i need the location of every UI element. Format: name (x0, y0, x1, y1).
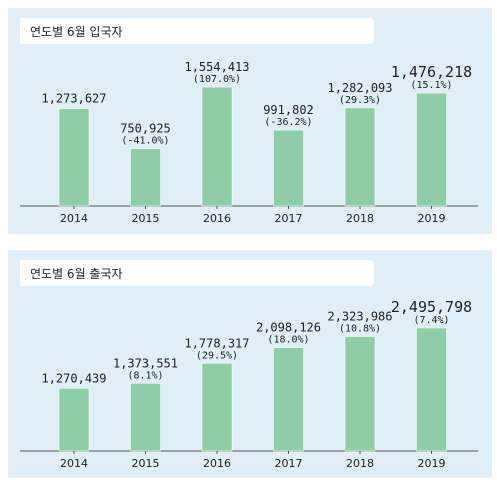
value-label: 1,476,218 (391, 63, 472, 81)
x-tick-label: 2017 (275, 212, 303, 225)
x-tick-label: 2014 (60, 212, 88, 225)
value-label: 1,282,093 (327, 81, 392, 95)
change-label: (-36.2%) (264, 117, 312, 128)
x-tick-label: 2016 (203, 212, 231, 225)
entries-chart-panel: 연도별 6월 입국자 2014 1,273,627 2015 (-41.0%) 750,… (8, 8, 492, 234)
value-label: 1,273,627 (41, 92, 106, 106)
bar (273, 347, 304, 452)
bar (344, 336, 376, 452)
x-tick-label: 2016 (203, 457, 231, 470)
x-tick-label: 2019 (418, 457, 446, 470)
change-label: (7.4%) (413, 315, 449, 326)
departures-chart-panel: 연도별 6월 출국자 2014 1,270,439 2015 (8.1%) 1,373,… (8, 250, 492, 478)
bar (58, 108, 90, 207)
bar (344, 107, 376, 207)
change-label: (107.0%) (193, 74, 241, 85)
value-label: 2,495,798 (391, 298, 472, 316)
value-label: 1,270,439 (41, 371, 106, 385)
x-tick-label: 2018 (346, 212, 374, 225)
chart-title: 연도별 6월 입국자 (30, 25, 123, 39)
value-label: 2,098,126 (256, 321, 321, 335)
bar (58, 388, 90, 452)
bar (201, 363, 233, 452)
change-label: (29.3%) (339, 95, 381, 106)
change-label: (15.1%) (410, 80, 452, 91)
value-label: 1,373,551 (113, 356, 178, 370)
change-label: (-41.0%) (121, 136, 169, 147)
value-label: 1,778,317 (184, 336, 249, 350)
bar (130, 383, 161, 452)
x-tick-label: 2015 (132, 457, 160, 470)
bar (201, 86, 233, 207)
chart-title-box: 연도별 6월 입국자 (20, 18, 374, 44)
x-tick-label: 2015 (132, 212, 160, 225)
value-label: 2,323,986 (327, 310, 392, 324)
entries-bar-chart: 2014 1,273,627 2015 (-41.0%)750,925 2016 (107… (20, 60, 478, 225)
change-label: (8.1%) (127, 370, 163, 381)
change-label: (18.0%) (267, 335, 309, 346)
x-tick-label: 2019 (418, 212, 446, 225)
x-tick-label: 2014 (60, 457, 88, 470)
bar (130, 148, 161, 207)
value-label: 750,925 (120, 122, 171, 136)
value-label: 1,554,413 (184, 60, 249, 74)
change-label: (10.8%) (339, 324, 381, 335)
bar (416, 92, 447, 207)
value-label: 991,802 (263, 103, 314, 117)
x-tick-label: 2018 (346, 457, 374, 470)
chart-title: 연도별 6월 출국자 (30, 267, 123, 281)
bar (416, 327, 447, 452)
change-label: (29.5%) (196, 350, 238, 361)
bar (273, 129, 304, 207)
x-tick-label: 2017 (275, 457, 303, 470)
departures-bar-chart: 2014 1,270,439 2015 (8.1%)1,373,551 2016 (29.… (20, 298, 478, 470)
chart-title-box: 연도별 6월 출국자 (20, 260, 374, 286)
